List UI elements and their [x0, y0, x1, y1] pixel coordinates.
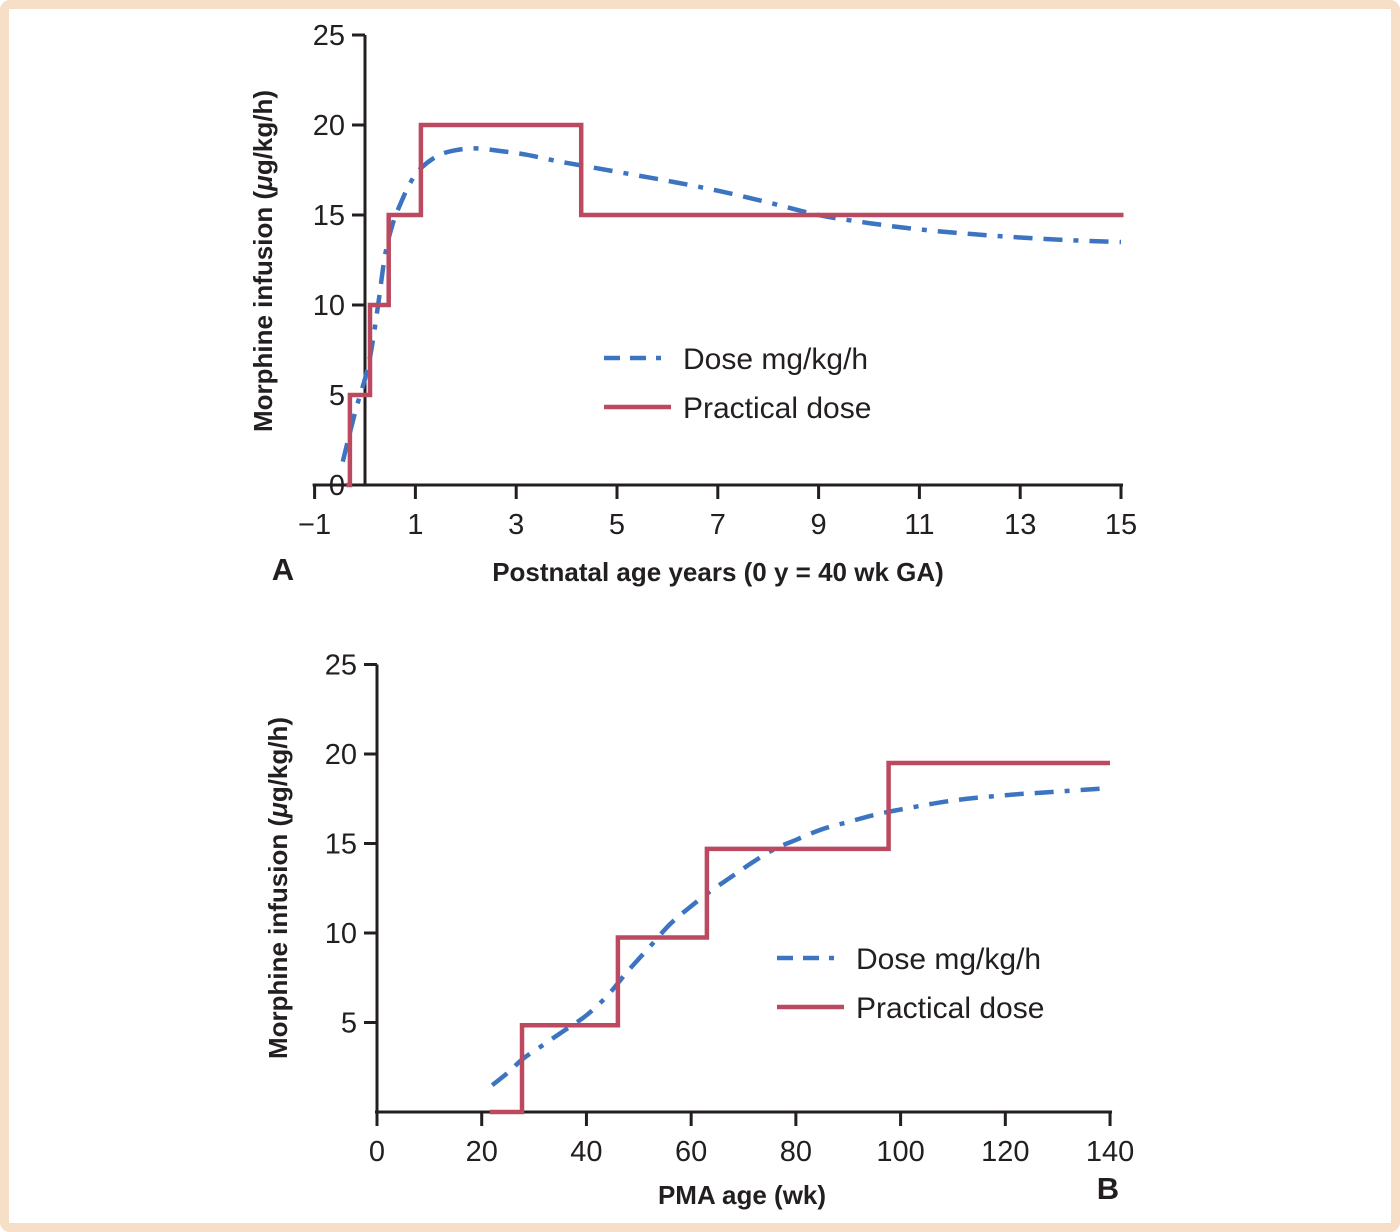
legend: Dose mg/kg/h Practical dose [604, 343, 871, 425]
x-tick-label: 100 [876, 1136, 924, 1168]
y-tick-label: 5 [329, 380, 345, 412]
panel-label: A [272, 552, 294, 587]
x-tick-label: 3 [508, 509, 524, 541]
x-tick-label: 60 [675, 1136, 707, 1168]
y-axis-title: Morphine infusion (μg/kg/h) [248, 90, 278, 432]
y-tick-label: 0 [329, 470, 345, 502]
dose-curve [490, 785, 1111, 1087]
y-tick-label: 25 [325, 650, 357, 682]
x-tick-label: 40 [570, 1136, 602, 1168]
x-axis-title: PMA age (wk) [658, 1180, 826, 1210]
legend: Dose mg/kg/h Practical dose [777, 943, 1044, 1025]
legend-label: Dose mg/kg/h [856, 943, 1041, 976]
x-tick-label: 9 [811, 509, 827, 541]
x-axis-title: Postnatal age years (0 y = 40 wk GA) [492, 557, 944, 587]
x-tick-label: 1 [407, 509, 423, 541]
x-tick-label: 11 [904, 509, 934, 541]
dose-curve [340, 146, 1122, 463]
legend-label: Practical dose [856, 992, 1044, 1025]
x-tick-label: 15 [1105, 509, 1137, 541]
x-tick-label: 120 [981, 1136, 1029, 1168]
x-tick-label: 80 [780, 1136, 812, 1168]
y-tick-label: 20 [313, 110, 345, 142]
y-tick-label: 20 [325, 739, 357, 771]
x-tick-label: 140 [1086, 1136, 1134, 1168]
x-tick-label: 0 [369, 1136, 385, 1168]
y-tick-label: 10 [325, 918, 357, 950]
x-tick-label: 5 [609, 509, 625, 541]
legend-label: Dose mg/kg/h [683, 343, 868, 376]
x-tick-label: 20 [466, 1136, 498, 1168]
x-tick-label: −1 [298, 509, 331, 541]
practical-dose-step [489, 760, 1110, 1115]
x-tick-label: 7 [710, 509, 726, 541]
panel-B: 0 20 40 60 80 100 120 140 5 10 15 20 25 Dose mg/kg/h P… [263, 650, 1134, 1211]
practical-dose-step [346, 122, 1124, 488]
y-tick-label: 15 [313, 200, 345, 232]
y-tick-label: 5 [341, 1008, 357, 1040]
panel-label: B [1097, 1171, 1119, 1206]
y-tick-label: 10 [313, 290, 345, 322]
y-axis-title: Morphine infusion (μg/kg/h) [263, 717, 293, 1059]
y-tick-label: 15 [325, 829, 357, 861]
x-tick-label: 13 [1004, 509, 1036, 541]
y-tick-label: 25 [313, 20, 345, 52]
legend-label: Practical dose [683, 392, 871, 425]
